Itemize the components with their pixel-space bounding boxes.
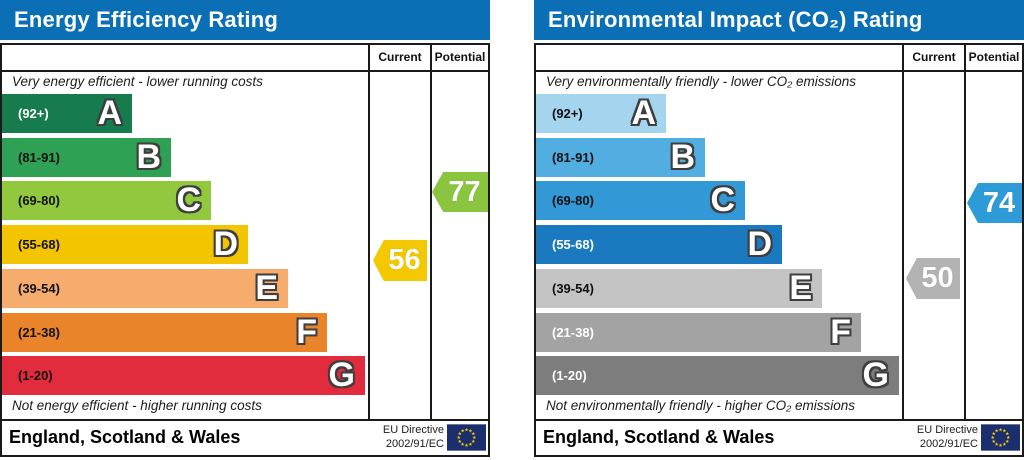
- band-row-b: (81-91) B: [536, 138, 705, 177]
- chart-title: Energy Efficiency Rating: [0, 0, 490, 40]
- band-range: (21-38): [552, 325, 594, 340]
- band-letter: F: [830, 313, 851, 351]
- band-letter: G: [862, 356, 889, 394]
- environmental-impact-chart: Environmental Impact (CO₂) Rating Curren…: [534, 0, 1024, 460]
- eu-directive-line1: EU Directive: [382, 424, 444, 436]
- band-bar-c: (69-80) C: [536, 181, 745, 220]
- current-rating-value: 56: [388, 244, 421, 276]
- band-range: (81-91): [18, 150, 60, 165]
- band-range: (69-80): [552, 193, 594, 208]
- band-bar-g: (1-20) G: [536, 356, 899, 395]
- band-letter: D: [213, 225, 238, 263]
- region-label: England, Scotland & Wales: [9, 427, 241, 447]
- band-range: (92+): [18, 106, 49, 121]
- band-bar-d: (55-68) D: [2, 225, 248, 264]
- potential-rating-tag: 74: [967, 183, 1022, 223]
- band-bar-b: (81-91) B: [2, 138, 171, 177]
- potential-rating-value: 74: [982, 186, 1016, 219]
- band-row-a: (92+) A: [536, 94, 666, 133]
- footer-divider: [536, 419, 1022, 421]
- current-column-header: Current: [912, 50, 956, 64]
- band-range: (39-54): [552, 281, 594, 296]
- band-range: (92+): [552, 106, 583, 121]
- band-letter: E: [789, 269, 812, 307]
- bottom-caption: Not environmentally friendly - higher CO…: [546, 398, 856, 413]
- band-range: (39-54): [18, 281, 60, 296]
- band-row-f: (21-38) F: [536, 313, 861, 352]
- band-row-d: (55-68) D: [2, 225, 248, 264]
- top-caption: Very energy efficient - lower running co…: [12, 74, 263, 89]
- region-label: England, Scotland & Wales: [543, 427, 775, 447]
- column-divider: [368, 45, 370, 419]
- potential-rating-tag: 77: [432, 172, 488, 212]
- column-divider: [430, 45, 432, 419]
- band-range: (21-38): [18, 325, 60, 340]
- chart-title: Environmental Impact (CO₂) Rating: [534, 0, 1024, 40]
- band-letter: B: [136, 138, 161, 176]
- band-letter: D: [747, 225, 772, 263]
- band-row-g: (1-20) G: [536, 356, 899, 395]
- band-letter: F: [296, 313, 317, 351]
- energy-efficiency-chart: Energy Efficiency Rating Current Potenti…: [0, 0, 490, 460]
- band-bar-e: (39-54) E: [536, 269, 822, 308]
- header-divider: [536, 70, 1022, 72]
- band-bar-g: (1-20) G: [2, 356, 365, 395]
- band-row-a: (92+) A: [2, 94, 132, 133]
- band-bar-a: (92+) A: [2, 94, 132, 133]
- band-bar-b: (81-91) B: [536, 138, 705, 177]
- eu-directive-line2: 2002/91/EC: [919, 437, 978, 450]
- band-range: (55-68): [18, 237, 60, 252]
- eu-directive-line1: EU Directive: [916, 424, 978, 436]
- band-row-b: (81-91) B: [2, 138, 171, 177]
- band-row-e: (39-54) E: [536, 269, 822, 308]
- band-bar-d: (55-68) D: [536, 225, 782, 264]
- band-row-g: (1-20) G: [2, 356, 365, 395]
- band-letter: E: [255, 269, 278, 307]
- band-range: (1-20): [18, 368, 53, 383]
- potential-rating-value: 77: [448, 175, 481, 208]
- header-divider: [2, 70, 488, 72]
- bottom-caption: Not energy efficient - higher running co…: [12, 398, 262, 413]
- band-bar-f: (21-38) F: [536, 313, 861, 352]
- band-row-c: (69-80) C: [2, 181, 211, 220]
- band-letter: B: [670, 138, 695, 176]
- band-letter: A: [631, 94, 656, 132]
- eu-directive-label: EU Directive 2002/91/EC: [348, 424, 444, 451]
- band-letter: G: [328, 356, 355, 394]
- band-row-f: (21-38) F: [2, 313, 327, 352]
- band-range: (69-80): [18, 193, 60, 208]
- column-divider: [902, 45, 904, 419]
- band-letter: C: [710, 181, 735, 219]
- band-range: (1-20): [552, 368, 587, 383]
- current-column-header: Current: [378, 50, 422, 64]
- band-row-c: (69-80) C: [536, 181, 745, 220]
- current-rating-tag: 50: [906, 258, 960, 299]
- band-range: (81-91): [552, 150, 594, 165]
- potential-column-header: Potential: [434, 50, 486, 64]
- eu-flag-icon: [447, 424, 486, 451]
- potential-column-header: Potential: [968, 50, 1020, 64]
- eu-directive-line2: 2002/91/EC: [385, 437, 444, 450]
- footer-divider: [2, 419, 488, 421]
- band-bar-c: (69-80) C: [2, 181, 211, 220]
- band-bar-a: (92+) A: [536, 94, 666, 133]
- current-rating-tag: 56: [373, 240, 427, 281]
- current-rating-value: 50: [921, 262, 954, 294]
- band-letter: A: [97, 94, 122, 132]
- band-bar-e: (39-54) E: [2, 269, 288, 308]
- column-divider: [964, 45, 966, 419]
- band-bar-f: (21-38) F: [2, 313, 327, 352]
- band-row-e: (39-54) E: [2, 269, 288, 308]
- band-row-d: (55-68) D: [536, 225, 782, 264]
- band-letter: C: [176, 181, 201, 219]
- eu-flag-icon: [981, 424, 1020, 451]
- eu-directive-label: EU Directive 2002/91/EC: [882, 424, 978, 451]
- band-range: (55-68): [552, 237, 594, 252]
- top-caption: Very environmentally friendly - lower CO…: [546, 74, 856, 89]
